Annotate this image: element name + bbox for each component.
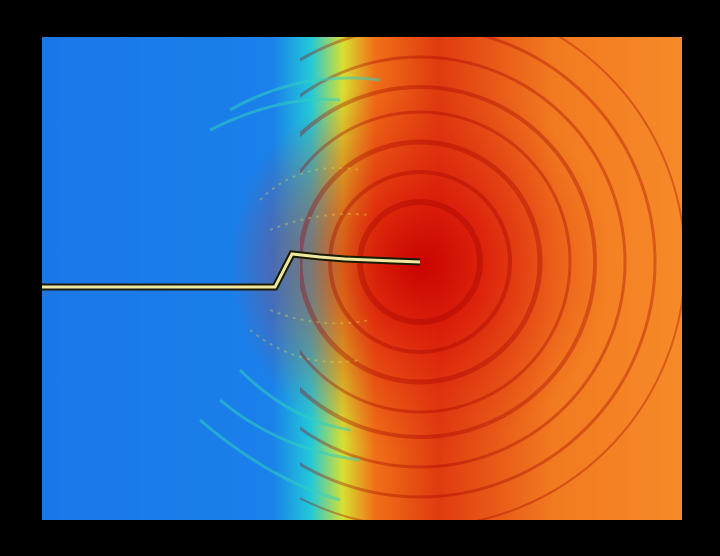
page	[0, 0, 720, 556]
simulation-image	[0, 0, 720, 556]
wave-fronts	[42, 0, 685, 527]
